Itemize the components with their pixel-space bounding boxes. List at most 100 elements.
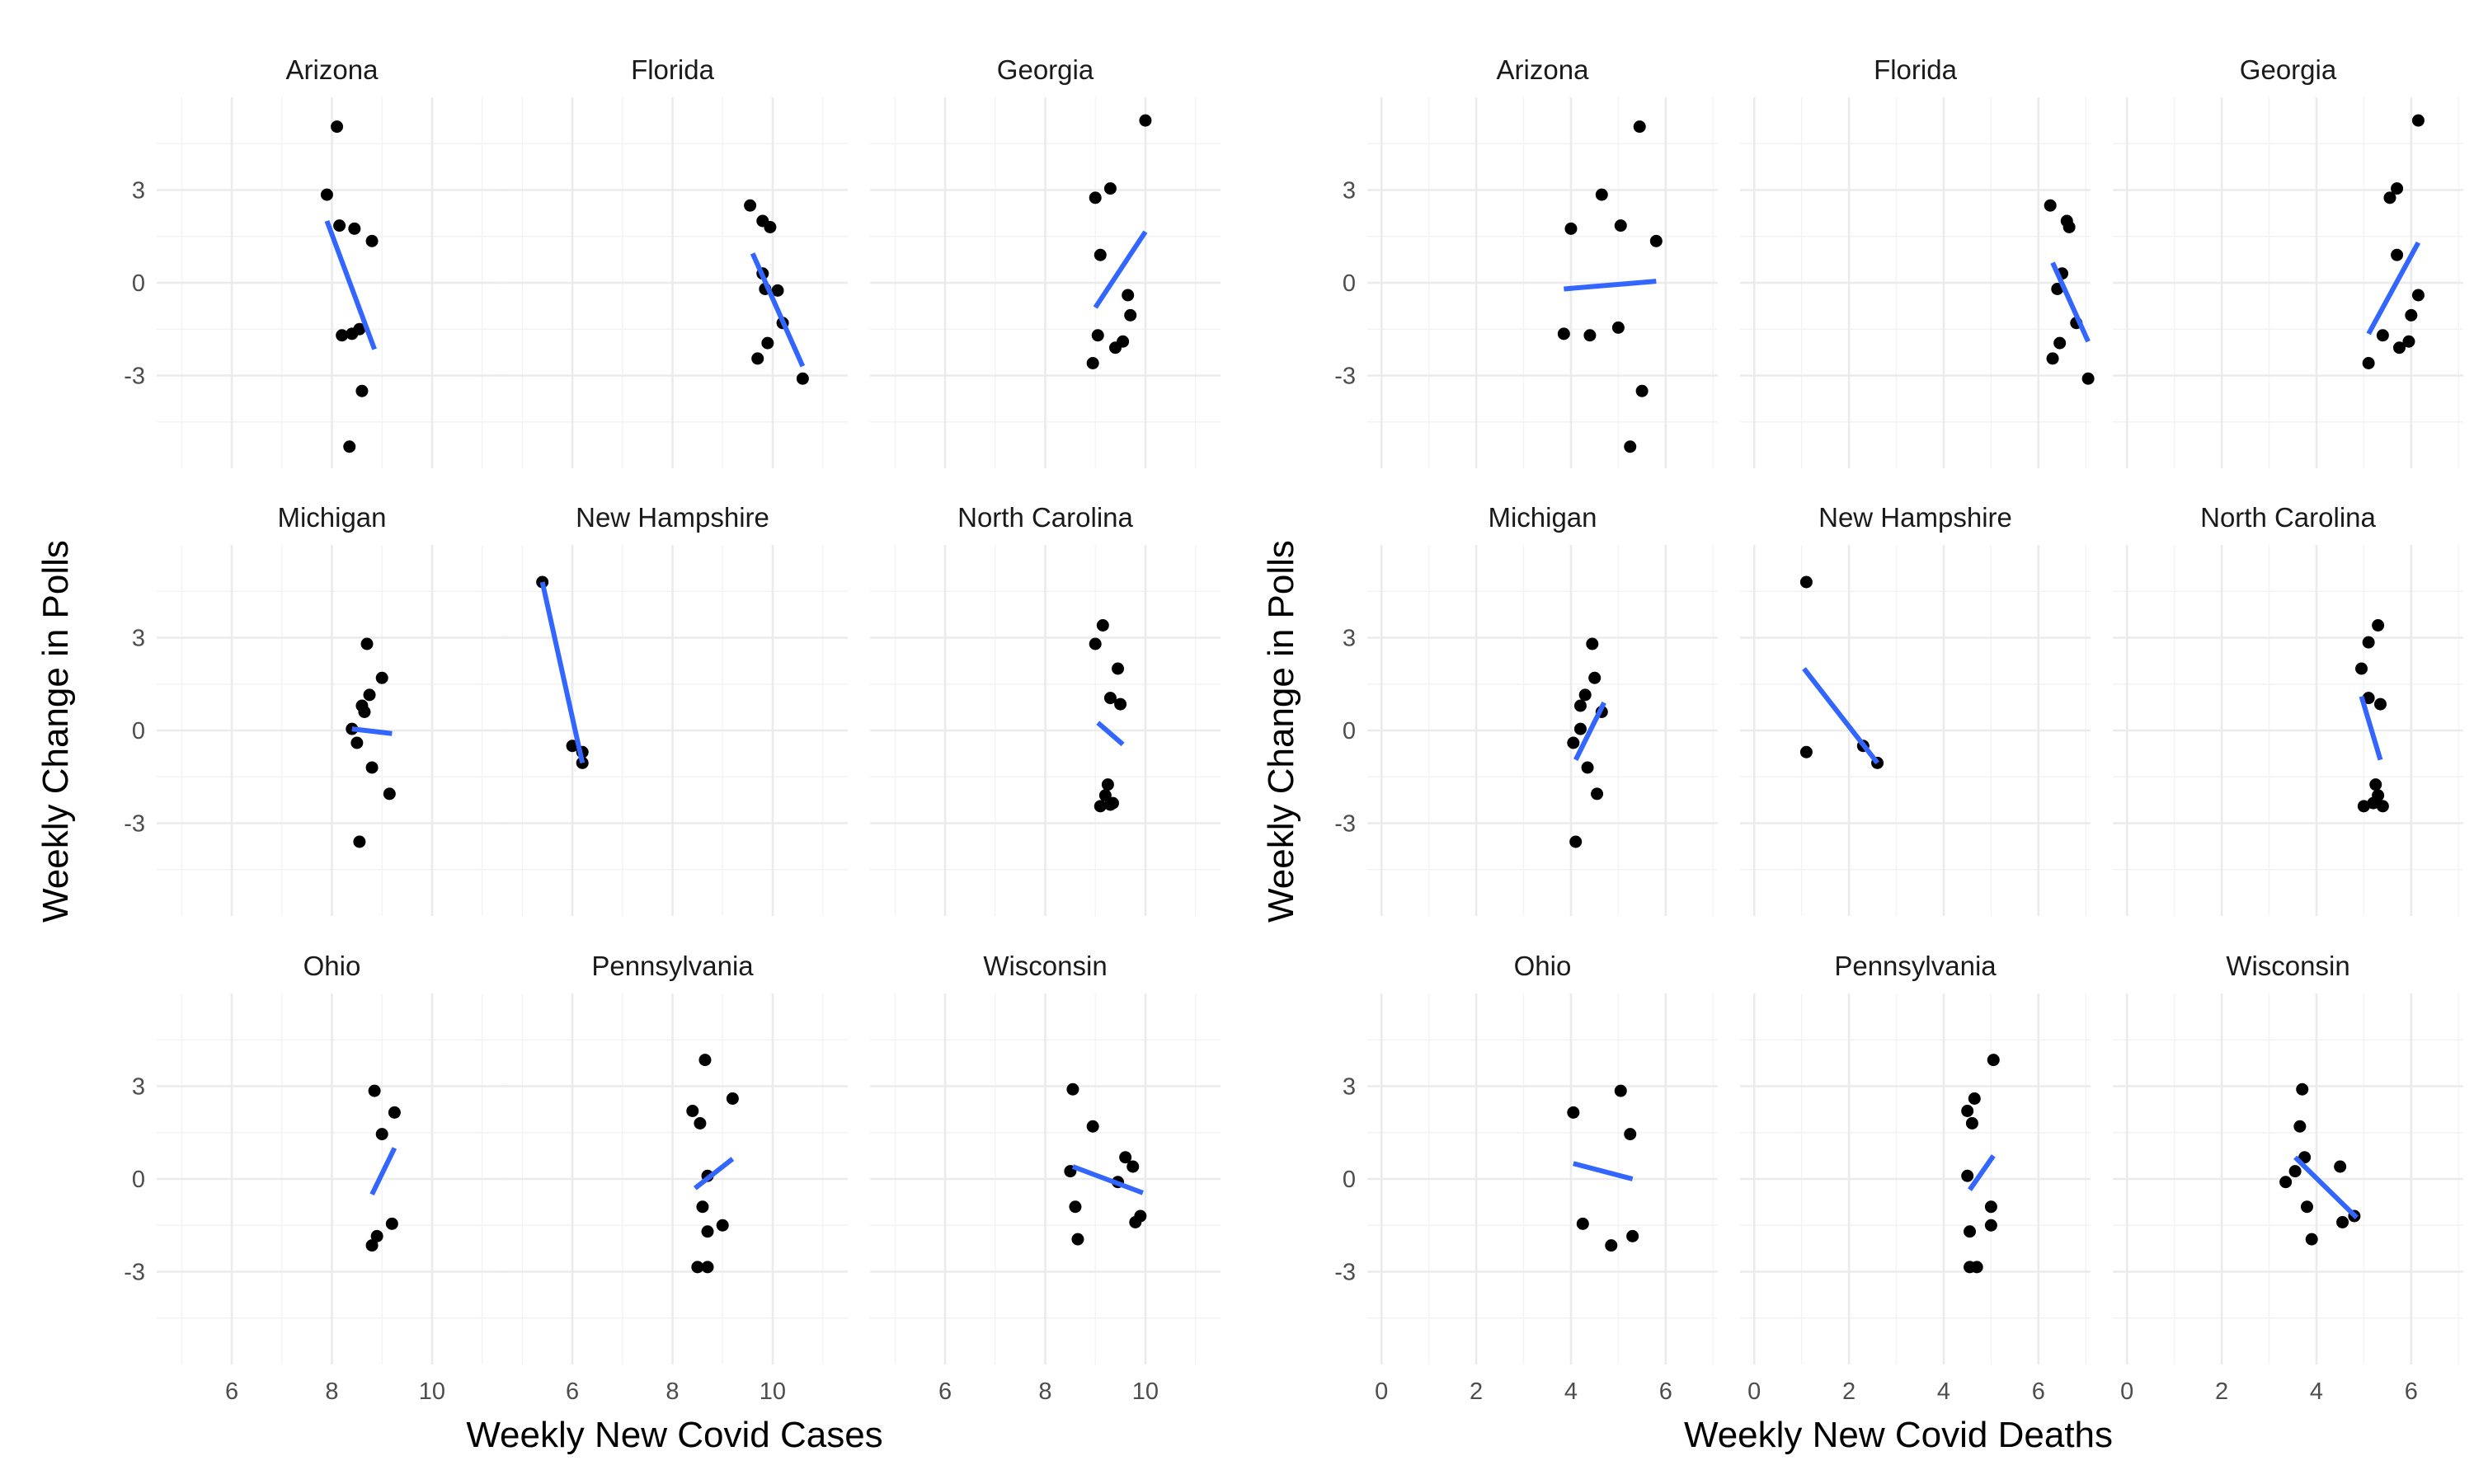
data-point: [1591, 787, 1604, 801]
panel-title-arizona: Arizona: [286, 54, 379, 85]
y-tick-label: 3: [1343, 178, 1356, 204]
data-point: [2296, 1082, 2309, 1096]
x-tick-label: 8: [666, 1378, 679, 1405]
data-point: [1605, 1239, 1618, 1252]
data-point: [333, 219, 346, 232]
data-point: [1114, 697, 1127, 711]
right-y-axis: -3 0 3 -3 0 3 -3 0 3: [1334, 178, 1356, 1286]
data-point: [1126, 1160, 1140, 1173]
data-point: [2362, 357, 2375, 369]
panel-arizona: Arizona: [157, 54, 507, 468]
data-point: [1970, 1261, 1983, 1274]
data-point: [1094, 248, 1107, 261]
data-point: [1106, 796, 1119, 810]
data-point: [1094, 800, 1107, 813]
panel-title-arizona: Arizona: [1497, 54, 1590, 85]
x-tick-label: 2: [2215, 1378, 2228, 1405]
data-point: [1614, 219, 1627, 232]
data-point: [701, 1261, 714, 1274]
data-point: [686, 1105, 699, 1117]
panel-new-hampshire: New Hampshire: [497, 502, 848, 916]
trend-line: [2359, 695, 2383, 761]
data-point: [2391, 182, 2404, 195]
data-point: [698, 1054, 712, 1067]
x-tick-label: 4: [2310, 1378, 2323, 1405]
data-point: [2334, 1160, 2347, 1173]
data-point: [2336, 1216, 2349, 1228]
data-point: [331, 120, 344, 134]
data-point: [2411, 289, 2425, 302]
data-point: [1112, 662, 1125, 675]
data-point: [771, 284, 784, 297]
data-point: [1569, 835, 1583, 848]
x-tick-label: 6: [225, 1378, 238, 1405]
trend-line: [539, 581, 586, 764]
panel-michigan: Michigan: [1367, 502, 1718, 916]
x-tick-label: 8: [325, 1378, 338, 1405]
data-point: [2357, 800, 2370, 813]
panel-wisconsin: Wisconsin: [870, 951, 1221, 1364]
trend-line: [2050, 261, 2091, 343]
panel-arizona: Arizona: [1367, 54, 1718, 468]
data-point: [2372, 619, 2385, 632]
data-point: [1588, 671, 1602, 684]
panel-title-ohio: Ohio: [303, 951, 361, 981]
panel-title-florida: Florida: [631, 54, 715, 85]
trend-line: [1573, 701, 1606, 761]
y-tick-label: 3: [132, 626, 145, 652]
data-point: [1089, 191, 1102, 204]
data-point: [1968, 1092, 1981, 1105]
trend-line: [1096, 721, 1125, 747]
data-point: [2062, 221, 2076, 233]
data-point: [1089, 637, 1102, 650]
data-point: [2383, 191, 2396, 204]
panel-title-pennsylvania: Pennsylvania: [1834, 951, 1997, 981]
trend-line: [2366, 241, 2421, 336]
x-tick-label: 6: [938, 1378, 952, 1405]
panel-title-florida: Florida: [1874, 54, 1958, 85]
data-point: [2402, 335, 2415, 348]
data-point: [1614, 1084, 1627, 1097]
data-point: [353, 322, 366, 336]
trend-line: [1564, 279, 1657, 292]
data-point: [343, 440, 356, 453]
data-point: [1086, 1120, 1099, 1133]
data-point: [761, 336, 774, 350]
data-point: [375, 671, 388, 684]
data-point: [353, 835, 366, 848]
data-point: [1564, 222, 1578, 235]
data-point: [1961, 1105, 1974, 1117]
panel-georgia: Georgia: [870, 54, 1221, 468]
panel-title-wisconsin: Wisconsin: [983, 951, 1107, 981]
panel-north-carolina: North Carolina: [870, 502, 1221, 916]
data-point: [2372, 789, 2385, 802]
data-point: [1573, 699, 1587, 712]
data-point: [365, 234, 379, 247]
data-point: [360, 637, 374, 650]
trend-line: [369, 1147, 397, 1196]
data-point: [726, 1092, 739, 1105]
data-point: [1103, 182, 1117, 195]
panel-title-north-carolina: North Carolina: [2200, 502, 2376, 533]
data-point: [1119, 1151, 1132, 1164]
x-tick-label: 8: [1038, 1378, 1051, 1405]
left-y-axis: -3 0 3 -3 0 3 -3 0 3: [124, 178, 145, 1286]
data-point: [1633, 120, 1646, 134]
y-tick-label: 0: [132, 270, 145, 297]
data-point: [2362, 636, 2375, 649]
trend-line: [1071, 1164, 1144, 1195]
data-point: [1573, 722, 1587, 735]
data-point: [1583, 329, 1597, 342]
data-point: [1635, 384, 1649, 397]
y-tick-label: 0: [132, 718, 145, 744]
y-tick-label: 3: [132, 1074, 145, 1101]
data-point: [368, 1084, 381, 1097]
data-point: [1101, 778, 1114, 791]
panel-pennsylvania: Pennsylvania: [1740, 951, 2091, 1364]
panel-title-ohio: Ohio: [1514, 951, 1572, 981]
data-point: [1069, 1200, 1082, 1214]
data-point: [2373, 697, 2387, 711]
x-tick-label: 10: [760, 1378, 786, 1405]
